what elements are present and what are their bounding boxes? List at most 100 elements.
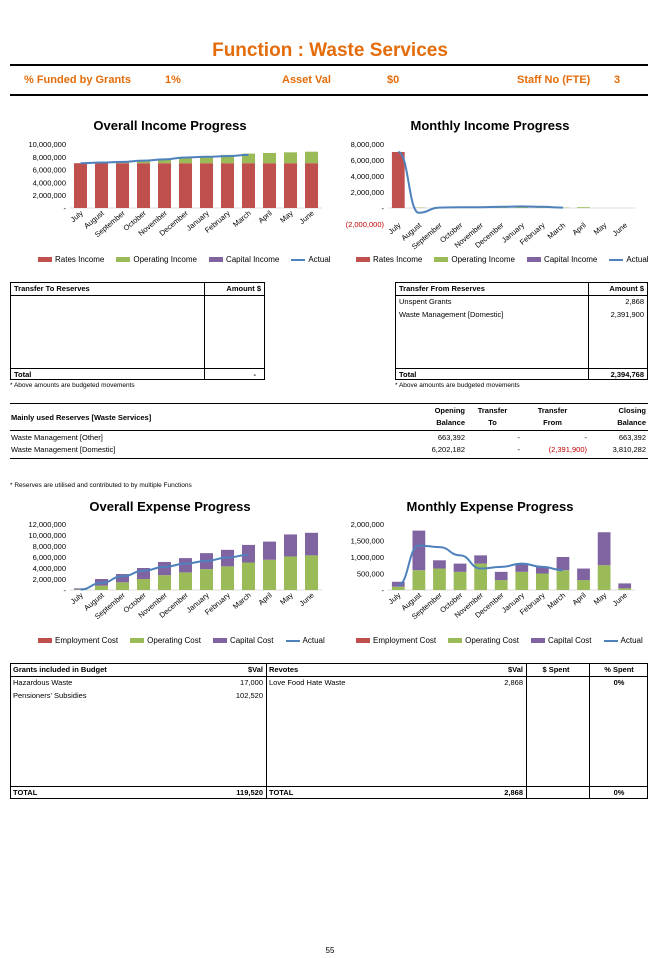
transfer-to-total-label: Total bbox=[14, 370, 32, 379]
col-header: Balance bbox=[617, 418, 646, 427]
bar-operating-income bbox=[136, 160, 151, 164]
overall-income-legend: Rates Income Operating Income Capital In… bbox=[38, 255, 331, 264]
overall-expense-chart: 12,000,000 10,000,000 8,000,000 6,000,000 4,… bbox=[28, 520, 322, 621]
col-header: From bbox=[543, 418, 562, 427]
bar-operating-cost bbox=[453, 571, 467, 590]
funded-value: 1% bbox=[165, 74, 181, 86]
bar-capital-cost bbox=[577, 568, 590, 581]
reserves-table: Mainly used Reserves [Waste Services] Op… bbox=[10, 403, 648, 459]
col-header: Transfer bbox=[477, 406, 508, 415]
legend-line-blue bbox=[291, 258, 306, 261]
bar-capital-cost bbox=[262, 541, 277, 560]
legend-label: Operating Cost bbox=[465, 636, 519, 645]
bar-capital-cost bbox=[241, 544, 256, 563]
legend-label: Employment Cost bbox=[373, 636, 437, 645]
grant-val: 102,520 bbox=[235, 691, 263, 700]
col-header: To bbox=[488, 418, 497, 427]
overall-expense-legend: Employment Cost Operating Cost Capital C… bbox=[38, 636, 325, 645]
y-tick-label: 10,000,000 bbox=[28, 140, 66, 149]
y-tick-label: 12,000,000 bbox=[28, 520, 66, 529]
transfer-from-table: Transfer From Reserves Amount $ Unspent … bbox=[395, 282, 648, 380]
legend-line-blue bbox=[285, 639, 300, 642]
bar-rates-income bbox=[94, 163, 109, 208]
bar-capital-cost bbox=[178, 558, 193, 573]
revotes-total-label: TOTAL bbox=[269, 788, 294, 797]
bar-operating-cost bbox=[474, 563, 488, 590]
transfer-from-total-label: Total bbox=[399, 370, 417, 379]
bar-operating-cost bbox=[115, 582, 130, 590]
bar-capital-cost bbox=[597, 532, 611, 566]
bar-capital-cost bbox=[136, 568, 151, 579]
y-tick-label: 6,000,000 bbox=[351, 156, 384, 165]
bar-operating-cost bbox=[199, 569, 214, 590]
y-tick-label: 8,000,000 bbox=[351, 140, 384, 149]
bar-operating-cost bbox=[515, 571, 529, 590]
y-tick-label: 2,000,000 bbox=[351, 520, 384, 529]
asset-value: $0 bbox=[387, 74, 400, 86]
row-opening: 6,202,182 bbox=[431, 445, 465, 454]
column-divider bbox=[589, 664, 590, 798]
legend-label: Operating Income bbox=[133, 255, 197, 264]
bar-rates-income bbox=[73, 163, 88, 208]
revote-val: 2,868 bbox=[504, 678, 523, 687]
bar-rates-income bbox=[157, 163, 172, 208]
actual-line bbox=[397, 151, 563, 214]
legend-label: Capital Cost bbox=[547, 636, 592, 645]
row-to: - bbox=[517, 433, 521, 442]
legend-label: Operating Cost bbox=[147, 636, 201, 645]
x-tick-label: March bbox=[231, 591, 253, 611]
legend-label: Capital Income bbox=[543, 255, 598, 264]
revotes-total-val: 2,868 bbox=[504, 788, 523, 797]
row-amount: 2,868 bbox=[625, 297, 644, 306]
x-tick-label: April bbox=[256, 208, 274, 225]
legend-label: Actual bbox=[626, 255, 649, 264]
transfer-from-note: * Above amounts are budgeted movements bbox=[395, 382, 520, 389]
transfer-to-header: Transfer To Reserves bbox=[14, 284, 90, 293]
row-to: - bbox=[517, 445, 521, 454]
grants-total-label: TOTAL bbox=[13, 788, 38, 797]
x-tick-label: May bbox=[592, 590, 609, 606]
grants-total-value: 119,520 bbox=[236, 788, 263, 797]
y-tick-label: 500,000 bbox=[357, 570, 384, 579]
x-tick-label: March bbox=[231, 209, 253, 229]
bar-operating-cost bbox=[535, 573, 549, 590]
bar-operating-cost bbox=[412, 570, 426, 590]
reserves-header: Mainly used Reserves [Waste Services] bbox=[11, 413, 152, 422]
y-tick-label: 4,000,000 bbox=[33, 178, 66, 187]
y-tick-label: 4,000,000 bbox=[33, 564, 66, 573]
row-name: Waste Management [Other] bbox=[11, 433, 103, 442]
bar-capital-cost bbox=[556, 557, 570, 571]
bar-operating-cost bbox=[391, 586, 405, 590]
bar-operating-cost bbox=[157, 575, 172, 590]
row-closing: 3,810,282 bbox=[612, 445, 646, 454]
legend-swatch-red bbox=[38, 257, 52, 262]
bar-operating-cost bbox=[494, 580, 508, 590]
staff-label: Staff No (FTE) bbox=[517, 74, 591, 86]
bar-operating-cost bbox=[262, 559, 277, 590]
overall-expense-title: Overall Expense Progress bbox=[89, 499, 251, 514]
legend-label: Employment Cost bbox=[55, 636, 119, 645]
funded-label: % Funded by Grants bbox=[24, 74, 131, 86]
bar-rates-income bbox=[199, 163, 214, 208]
x-tick-label: July bbox=[69, 208, 85, 224]
bar-capital-cost bbox=[115, 574, 130, 583]
monthly-expense-title: Monthly Expense Progress bbox=[406, 499, 574, 514]
row-name: Unspent Grants bbox=[399, 297, 452, 306]
bar-capital-cost bbox=[157, 561, 172, 576]
transfer-to-total-value: - bbox=[253, 370, 257, 379]
revotes-spent-header: $ Spent bbox=[542, 665, 570, 674]
bar-capital-cost bbox=[618, 583, 632, 589]
summary-bar: % Funded by Grants 1% Asset Val $0 Staff… bbox=[10, 64, 648, 96]
x-tick-label: June bbox=[298, 591, 316, 608]
bar-operating-income bbox=[262, 152, 277, 164]
col-header: Transfer bbox=[537, 406, 568, 415]
monthly-income-chart: 8,000,000 6,000,000 4,000,000 2,000,000 - (2,… bbox=[346, 140, 635, 251]
grants-header: Grants included in Budget bbox=[13, 665, 107, 674]
bar-operating-cost bbox=[283, 556, 298, 590]
bar-operating-cost bbox=[433, 568, 446, 590]
bar-rates-income bbox=[241, 163, 256, 208]
legend-swatch-purple bbox=[530, 638, 545, 643]
bar-rates-income bbox=[304, 163, 319, 208]
x-tick-label: May bbox=[278, 208, 295, 224]
y-tick-label: - bbox=[64, 586, 67, 595]
